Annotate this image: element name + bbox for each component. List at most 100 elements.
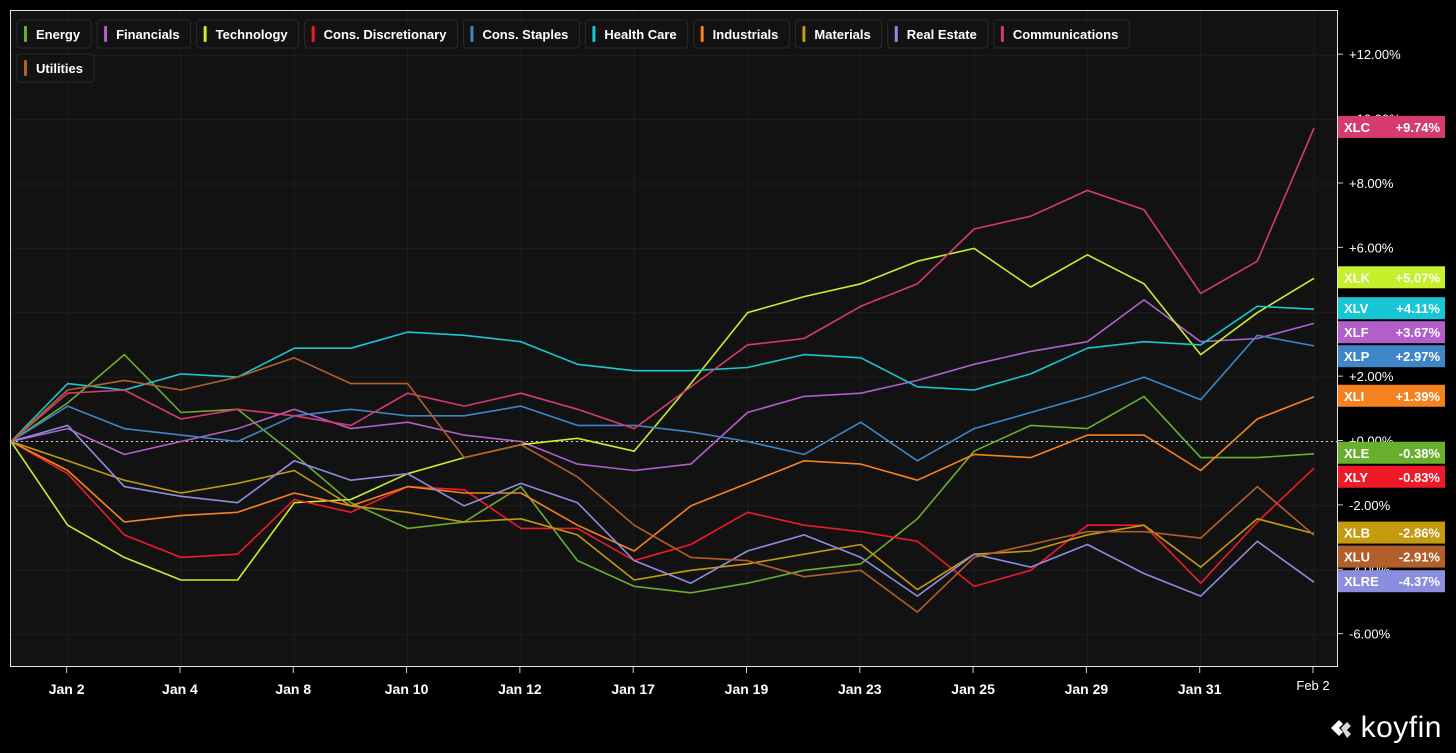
legend-swatch <box>470 26 474 42</box>
x-tick-label-7: Jan 23 <box>838 681 882 697</box>
end-label-bg <box>1338 384 1445 407</box>
legend-item-xlb[interactable]: Materials <box>794 19 883 49</box>
end-label-ticker: XLF <box>1344 325 1369 340</box>
end-label-ticker: XLE <box>1344 446 1370 461</box>
series-line-xlv[interactable] <box>10 305 1315 443</box>
line-chart: Energy Financials Technology Cons. Discreti… <box>10 11 1337 666</box>
end-label-ticker: XLP <box>1344 349 1370 364</box>
x-tick-label-9: Jan 29 <box>1065 681 1109 697</box>
legend-label: Cons. Staples <box>482 27 568 42</box>
legend-item-box <box>196 19 300 49</box>
series-line-xlf[interactable] <box>10 299 1315 472</box>
end-label-bg <box>1338 545 1445 568</box>
x-tick-label-10: Jan 31 <box>1178 681 1222 697</box>
end-label-value: -2.91% <box>1399 550 1441 565</box>
series-line-xli[interactable] <box>10 396 1315 552</box>
x-axis: Jan 2 Jan 4 Jan 8 Jan 10 Jan 12 Jan 17 Jan 19 J… <box>49 667 1330 697</box>
end-label-ticker: XLRE <box>1344 574 1379 589</box>
end-label-xli: XLI +1.39% <box>1338 384 1445 407</box>
x-tick-label-6: Jan 19 <box>725 681 769 697</box>
end-label-xlv: XLV +4.11% <box>1338 297 1445 320</box>
end-labels: XLC +9.74% XLK +5.07% XLV +4.11% XLF +3.67% XLP +… <box>1338 115 1445 593</box>
legend-item-xlc[interactable]: Communications <box>993 19 1130 49</box>
end-label-xlk: XLK +5.07% <box>1338 266 1445 289</box>
end-label-ticker: XLY <box>1344 470 1368 485</box>
end-label-bg <box>1338 115 1445 138</box>
x-tick-label-1: Jan 4 <box>162 681 198 697</box>
legend-swatch <box>311 26 315 42</box>
legend-item-box <box>584 19 689 49</box>
end-label-bg <box>1338 570 1445 593</box>
chart-frame: Energy Financials Technology Cons. Discreti… <box>10 10 1338 667</box>
end-label-value: +2.97% <box>1396 349 1441 364</box>
legend-item-box <box>304 19 458 49</box>
end-label-ticker: XLV <box>1344 301 1369 316</box>
x-tick-label-2: Jan 8 <box>275 681 311 697</box>
end-label-ticker: XLK <box>1344 270 1371 285</box>
y-tick-label-8: -4.00% <box>1349 562 1391 577</box>
legend-label: Industrials <box>713 27 779 42</box>
end-label-ticker: XLI <box>1344 389 1364 404</box>
legend: Energy Financials Technology Cons. Discreti… <box>16 19 1130 83</box>
end-label-value: +5.07% <box>1396 270 1441 285</box>
end-label-xlu: XLU -2.91% <box>1338 545 1445 568</box>
end-label-xly: XLY -0.83% <box>1338 465 1445 488</box>
koyfin-logo[interactable]: koyfin <box>1327 711 1442 745</box>
legend-item-box <box>887 19 989 49</box>
x-tick-label-3: Jan 10 <box>385 681 429 697</box>
legend-item-box <box>693 19 790 49</box>
legend-swatch <box>24 60 27 76</box>
legend-label: Real Estate <box>907 27 977 42</box>
y-tick-label-6: +0.00% <box>1349 434 1394 449</box>
legend-item-xlv[interactable]: Health Care <box>584 19 689 49</box>
legend-item-xlre[interactable]: Real Estate <box>887 19 989 49</box>
legend-label: Health Care <box>604 27 676 42</box>
end-label-xlb: XLB -2.86% <box>1338 521 1445 544</box>
legend-item-box <box>96 19 192 49</box>
series-line-xlc[interactable] <box>10 127 1315 443</box>
legend-item-xly[interactable]: Cons. Discretionary <box>304 19 458 49</box>
series-line-xlre[interactable] <box>10 424 1315 597</box>
legend-label: Energy <box>36 27 81 42</box>
end-label-bg <box>1338 441 1445 464</box>
y-tick-label-7: -2.00% <box>1349 498 1391 513</box>
series-line-xlb[interactable] <box>10 440 1315 591</box>
end-label-xlp: XLP +2.97% <box>1338 345 1445 368</box>
end-label-value: +1.39% <box>1396 389 1441 404</box>
end-label-xlc: XLC +9.74% <box>1338 115 1445 138</box>
legend-item-xlp[interactable]: Cons. Staples <box>462 19 580 49</box>
series-line-xlk[interactable] <box>10 247 1315 581</box>
end-label-bg <box>1338 345 1445 368</box>
y-tick-label-9: -6.00% <box>1349 627 1391 642</box>
legend-item-xlu[interactable]: Utilities <box>16 53 95 83</box>
grid-lines <box>11 11 1337 666</box>
series-line-xle[interactable] <box>10 353 1315 594</box>
legend-item-box <box>794 19 883 49</box>
end-label-xle: XLE -0.38% <box>1338 441 1445 464</box>
series-line-xlu[interactable] <box>10 356 1315 613</box>
legend-label: Communications <box>1013 27 1118 42</box>
legend-swatch <box>700 26 704 42</box>
legend-item-box <box>462 19 580 49</box>
legend-label: Cons. Discretionary <box>324 27 448 42</box>
end-label-ticker: XLB <box>1344 526 1370 541</box>
x-tick-label-4: Jan 12 <box>498 681 542 697</box>
y-tick-label-2: +8.00% <box>1349 176 1394 191</box>
legend-swatch <box>1000 26 1004 42</box>
legend-label: Financials <box>116 27 180 42</box>
end-label-value: -0.83% <box>1399 470 1441 485</box>
legend-item-xle[interactable]: Energy <box>16 19 92 49</box>
legend-label: Utilities <box>36 61 83 76</box>
end-label-value: -4.37% <box>1399 574 1441 589</box>
series-line-xlp[interactable] <box>10 334 1315 462</box>
legend-item-box <box>16 19 92 49</box>
legend-swatch <box>203 26 207 42</box>
end-label-bg <box>1338 266 1445 289</box>
series-line-xly[interactable] <box>10 440 1315 588</box>
end-label-bg <box>1338 297 1445 320</box>
end-label-value: +4.11% <box>1396 301 1440 316</box>
legend-item-xlk[interactable]: Technology <box>196 19 300 49</box>
legend-item-xli[interactable]: Industrials <box>693 19 790 49</box>
legend-item-xlf[interactable]: Financials <box>96 19 192 49</box>
x-tick-label-8: Jan 25 <box>951 681 995 697</box>
